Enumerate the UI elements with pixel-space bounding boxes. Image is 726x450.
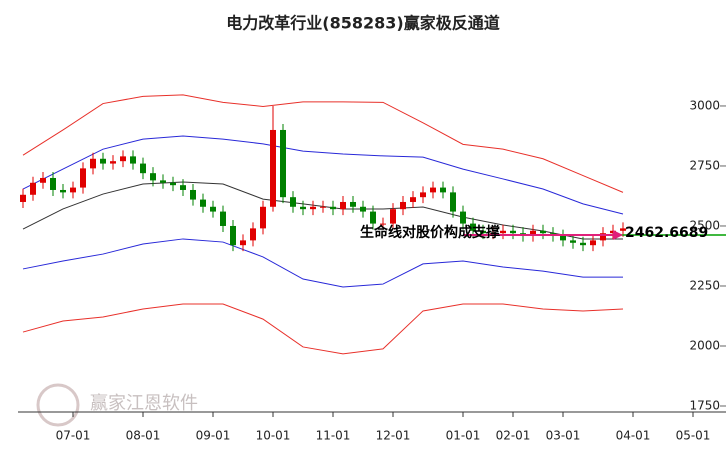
candle-body — [220, 211, 226, 226]
candle-body — [240, 240, 246, 246]
candle-body — [580, 242, 586, 246]
candle-body — [460, 211, 466, 224]
candle-body — [400, 201, 406, 210]
candle-body — [150, 173, 156, 181]
x-tick-label: 10-01 — [256, 429, 291, 443]
annotation: 生命线对股价构成支撑 — [360, 224, 500, 241]
watermark: 赢家江恩软件 — [90, 392, 198, 414]
candle-body — [250, 228, 256, 241]
x-tick-label: 12-01 — [376, 429, 411, 443]
candle-body — [40, 177, 46, 183]
candle-body — [420, 192, 426, 198]
candle-body — [470, 223, 476, 231]
candle-body — [20, 194, 26, 202]
chart-title: 电力改革行业(858283)赢家极反通道 — [226, 14, 499, 33]
candle-body — [80, 168, 86, 188]
candle-body — [280, 129, 286, 198]
support-arrow-head — [613, 229, 623, 240]
candle-body — [620, 228, 626, 231]
y-tick-label: 1750 — [689, 398, 720, 412]
candle-body — [170, 182, 176, 186]
channel-line — [22, 94, 624, 193]
candle-body — [490, 233, 496, 235]
candle-body — [440, 187, 446, 193]
candle-body — [590, 240, 596, 246]
y-tick-label: 2750 — [689, 158, 720, 172]
candle-body — [570, 240, 576, 243]
candle-body — [160, 180, 166, 183]
x-tick-label: 07-01 — [56, 429, 91, 443]
channel-line — [22, 303, 624, 355]
candle-body — [60, 189, 66, 193]
candle-body — [70, 187, 76, 193]
x-tick-label: 05-01 — [676, 429, 711, 443]
candle-body — [360, 206, 366, 212]
watermark-logo — [36, 383, 80, 427]
candle-body — [100, 158, 106, 164]
candle-body — [540, 230, 546, 234]
x-tick-label: 03-01 — [546, 429, 581, 443]
candle-body — [90, 158, 96, 169]
candle-body — [330, 206, 336, 210]
candle-body — [120, 156, 126, 162]
x-tick-label: 02-01 — [496, 429, 531, 443]
candle-body — [300, 206, 306, 210]
channel-line — [22, 238, 623, 288]
candle-body — [600, 233, 606, 241]
candle-body — [410, 197, 416, 202]
candle-body — [190, 189, 196, 200]
candle-body — [230, 225, 236, 246]
x-tick-label: 09-01 — [196, 429, 231, 443]
candle-body — [480, 230, 486, 234]
x-tick-label: 08-01 — [126, 429, 161, 443]
candle-body — [50, 177, 56, 190]
candle-body — [180, 185, 186, 190]
candle-body — [310, 206, 316, 210]
candle-body — [210, 206, 216, 212]
candle-body — [290, 197, 296, 207]
candle-body — [200, 199, 206, 207]
candle-body — [430, 187, 436, 193]
candle-body — [340, 201, 346, 210]
y-tick-label: 3000 — [689, 98, 720, 112]
candle-body — [320, 206, 326, 208]
candle-body — [110, 161, 116, 164]
candle-body — [450, 192, 456, 212]
channel-line — [22, 135, 624, 215]
x-tick-label: 11-01 — [316, 429, 351, 443]
y-tick-label: 2000 — [689, 338, 720, 352]
y-tick-label: 2500 — [689, 218, 720, 232]
candle-body — [500, 230, 506, 234]
candle-body — [510, 230, 516, 234]
support-value-label: 2462.6689 — [625, 225, 708, 241]
candle-body — [130, 156, 136, 164]
candle-body — [30, 182, 36, 195]
x-tick-label: 01-01 — [446, 429, 481, 443]
candle-body — [270, 129, 276, 207]
candle-body — [350, 201, 356, 207]
candle-body — [530, 230, 536, 236]
candle-body — [140, 163, 146, 174]
candle-body — [260, 206, 266, 229]
candle-body — [390, 209, 396, 224]
candle-body — [560, 235, 566, 241]
x-tick-label: 04-01 — [616, 429, 651, 443]
candle-body — [370, 211, 376, 224]
candle-body — [380, 223, 386, 225]
y-tick-label: 2250 — [689, 278, 720, 292]
